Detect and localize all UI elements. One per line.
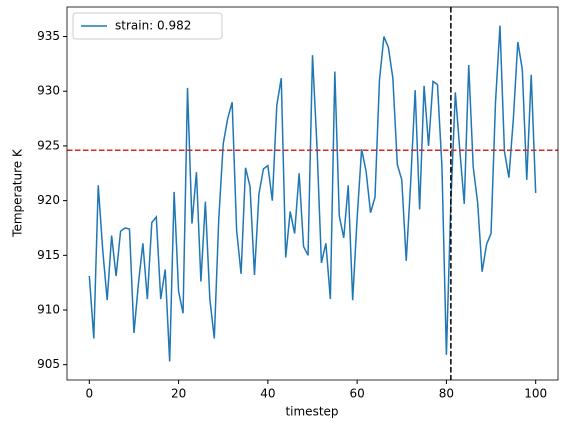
y-tick-label: 935 [37,29,60,43]
y-axis-label: Temperature K [11,148,25,238]
x-axis-label: timestep [285,405,338,419]
y-tick-label: 910 [37,302,60,316]
y-tick-label: 915 [37,248,60,262]
x-tick-label: 0 [85,387,93,401]
x-tick-label: 100 [524,387,547,401]
data-line [88,25,537,362]
plot-frame [66,6,559,381]
legend [72,12,223,40]
x-tick-label: 40 [260,387,275,401]
y-tick-label: 930 [37,84,60,98]
x-tick-label: 20 [171,387,186,401]
y-tick-label: 905 [37,357,60,371]
y-tick-label: 925 [37,138,60,152]
x-tick-label: 60 [349,387,364,401]
legend-label: strain: 0.982 [115,19,191,33]
x-tick-label: 80 [439,387,454,401]
y-tick-label: 920 [37,193,60,207]
